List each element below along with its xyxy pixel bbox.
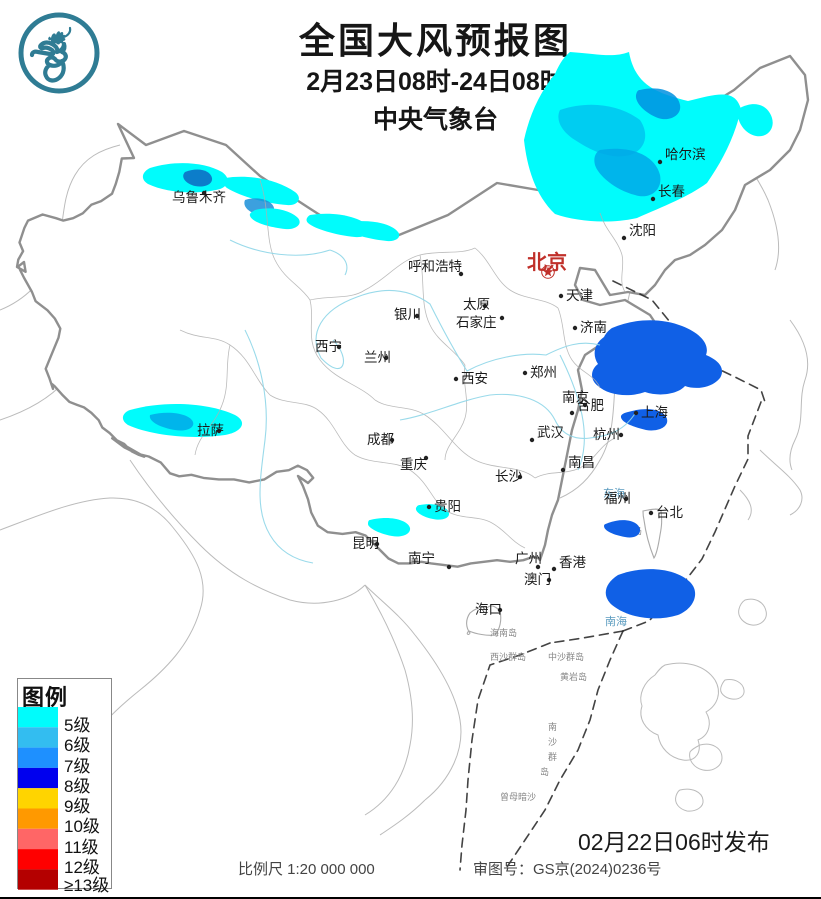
svg-text:南京: 南京 bbox=[562, 390, 589, 405]
svg-text:西宁: 西宁 bbox=[315, 338, 342, 354]
svg-text:海口: 海口 bbox=[475, 602, 502, 617]
svg-text:南: 南 bbox=[548, 721, 557, 732]
svg-text:中沙群岛: 中沙群岛 bbox=[548, 651, 584, 662]
svg-text:重庆: 重庆 bbox=[400, 457, 427, 472]
svg-text:上海: 上海 bbox=[641, 405, 668, 420]
svg-text:西沙群岛: 西沙群岛 bbox=[490, 651, 526, 662]
svg-text:太原: 太原 bbox=[463, 297, 490, 312]
svg-text:北京: 北京 bbox=[527, 250, 567, 274]
svg-text:济南: 济南 bbox=[580, 320, 607, 335]
svg-text:长春: 长春 bbox=[658, 184, 686, 199]
svg-text:乌鲁木齐: 乌鲁木齐 bbox=[172, 190, 226, 205]
svg-text:南海: 南海 bbox=[605, 614, 627, 628]
svg-text:南宁: 南宁 bbox=[408, 550, 435, 566]
svg-text:沙: 沙 bbox=[548, 737, 557, 747]
svg-text:武汉: 武汉 bbox=[537, 425, 565, 440]
svg-text:海南岛: 海南岛 bbox=[490, 627, 517, 638]
svg-text:沈阳: 沈阳 bbox=[629, 223, 656, 238]
svg-text:曾母暗沙: 曾母暗沙 bbox=[500, 791, 536, 802]
svg-text:郑州: 郑州 bbox=[530, 365, 557, 380]
svg-text:昆明: 昆明 bbox=[352, 536, 379, 551]
svg-text:天津: 天津 bbox=[566, 288, 593, 303]
svg-text:银川: 银川 bbox=[394, 307, 421, 322]
svg-text:岛: 岛 bbox=[540, 766, 549, 777]
svg-text:澳门: 澳门 bbox=[524, 572, 551, 587]
svg-text:黄岩岛: 黄岩岛 bbox=[560, 671, 587, 682]
svg-text:呼和浩特: 呼和浩特 bbox=[408, 259, 462, 274]
svg-text:哈尔滨: 哈尔滨 bbox=[665, 147, 706, 162]
svg-text:杭州: 杭州 bbox=[593, 427, 620, 442]
svg-text:兰州: 兰州 bbox=[364, 350, 391, 365]
svg-text:拉萨: 拉萨 bbox=[197, 423, 224, 438]
svg-text:贵阳: 贵阳 bbox=[434, 499, 461, 514]
svg-text:西安: 西安 bbox=[461, 371, 488, 386]
svg-text:石家庄: 石家庄 bbox=[456, 314, 497, 330]
svg-text:成都: 成都 bbox=[367, 432, 394, 447]
svg-text:南昌: 南昌 bbox=[568, 455, 595, 470]
svg-text:福州: 福州 bbox=[604, 491, 631, 506]
svg-text:香港: 香港 bbox=[559, 555, 587, 570]
svg-text:长沙: 长沙 bbox=[495, 469, 522, 484]
svg-text:群: 群 bbox=[548, 751, 557, 762]
svg-text:广州: 广州 bbox=[515, 551, 542, 566]
svg-text:台北: 台北 bbox=[656, 505, 684, 520]
